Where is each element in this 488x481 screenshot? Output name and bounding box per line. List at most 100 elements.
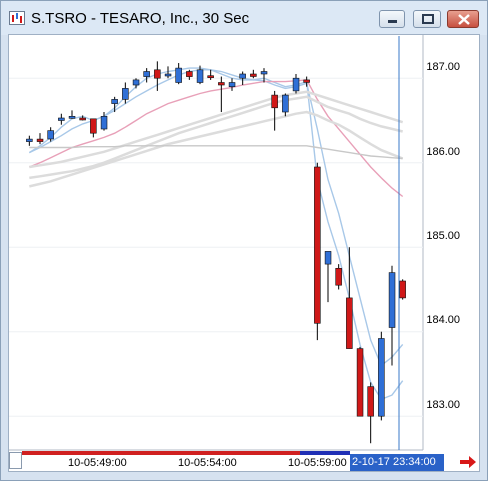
candle-body bbox=[378, 338, 385, 417]
price-label-186: 186.00 bbox=[426, 146, 460, 158]
candle-8 bbox=[111, 96, 118, 113]
time-label-2: 10-05:54:00 bbox=[178, 457, 237, 469]
candle-body bbox=[47, 130, 54, 140]
candle-body bbox=[207, 75, 214, 78]
candle-14 bbox=[175, 63, 182, 85]
candle-7 bbox=[100, 112, 108, 131]
candle-25 bbox=[292, 74, 300, 94]
time-scroll-track[interactable] bbox=[22, 451, 344, 455]
candle-16 bbox=[196, 65, 204, 85]
candle-body bbox=[271, 94, 278, 109]
candle-body bbox=[79, 117, 86, 121]
price-label-185: 185.00 bbox=[426, 230, 460, 242]
candle-11 bbox=[143, 68, 150, 83]
candle-6 bbox=[90, 118, 97, 138]
candle-body bbox=[58, 117, 65, 121]
candle-13 bbox=[164, 66, 172, 79]
candle-10 bbox=[132, 78, 140, 89]
chart-app-icon bbox=[9, 11, 25, 25]
candle-18 bbox=[218, 76, 225, 113]
moving-average-line-5 bbox=[29, 90, 404, 169]
candle-30 bbox=[346, 247, 353, 349]
price-label-187: 187.00 bbox=[426, 61, 460, 73]
title-bar[interactable]: S.TSRO - TESARO, Inc., 30 Sec bbox=[1, 1, 487, 35]
candle-body bbox=[314, 166, 321, 324]
candle-28 bbox=[324, 251, 332, 303]
candle-33 bbox=[378, 331, 385, 421]
candle-26 bbox=[303, 76, 310, 87]
candle-2 bbox=[47, 127, 54, 142]
moving-average-line-4 bbox=[29, 95, 403, 180]
candle-21 bbox=[250, 69, 257, 79]
candle-3 bbox=[58, 113, 65, 125]
grid-lines bbox=[9, 77, 423, 417]
candle-body bbox=[239, 73, 246, 79]
cursor-time-readout: 2-10-17 23:34:00 bbox=[350, 454, 444, 471]
candle-body bbox=[218, 82, 225, 86]
candle-29 bbox=[335, 264, 342, 290]
candle-body bbox=[324, 251, 332, 265]
price-label-184: 184.00 bbox=[426, 314, 460, 326]
candle-22 bbox=[260, 68, 268, 83]
candle-20 bbox=[239, 71, 246, 86]
candle-body bbox=[196, 69, 204, 83]
candle-body bbox=[26, 138, 33, 142]
time-label-1: 10-05:49:00 bbox=[68, 457, 127, 469]
candle-body bbox=[228, 82, 236, 87]
candle-32 bbox=[367, 382, 374, 444]
candle-body bbox=[186, 71, 193, 77]
candle-body bbox=[388, 272, 396, 328]
candle-body bbox=[367, 386, 374, 417]
candle-9 bbox=[122, 82, 129, 104]
candle-4 bbox=[68, 110, 76, 119]
candle-body bbox=[164, 73, 172, 77]
candle-5 bbox=[79, 115, 86, 121]
candle-body bbox=[346, 297, 353, 349]
candle-34 bbox=[388, 265, 396, 366]
candle-12 bbox=[154, 61, 161, 91]
candle-body bbox=[143, 71, 150, 77]
minimize-button[interactable] bbox=[379, 10, 405, 28]
candle-27 bbox=[314, 162, 321, 341]
moving-average-line-3 bbox=[29, 110, 404, 188]
moving-average-line-6 bbox=[29, 145, 403, 160]
candle-body bbox=[36, 138, 44, 142]
candle-1 bbox=[36, 133, 44, 145]
time-scroll-thumb[interactable] bbox=[9, 452, 22, 469]
candlestick-series bbox=[26, 61, 406, 444]
candle-body bbox=[154, 69, 161, 79]
price-label-183: 183.00 bbox=[426, 399, 460, 411]
minimize-icon bbox=[388, 20, 397, 23]
candle-body bbox=[303, 79, 310, 83]
candle-23 bbox=[271, 90, 278, 131]
candle-body bbox=[111, 99, 118, 104]
candle-19 bbox=[228, 78, 236, 91]
candle-body bbox=[399, 280, 406, 299]
candle-0 bbox=[26, 135, 33, 146]
candle-body bbox=[100, 116, 108, 130]
candle-body bbox=[335, 267, 342, 286]
restore-button[interactable] bbox=[413, 10, 441, 28]
candle-15 bbox=[186, 69, 193, 80]
candle-31 bbox=[356, 346, 364, 417]
candle-body bbox=[68, 116, 76, 119]
window-title: S.TSRO - TESARO, Inc., 30 Sec bbox=[31, 10, 250, 27]
candle-body bbox=[175, 67, 182, 83]
candle-35 bbox=[399, 279, 406, 300]
scroll-right-arrow-icon[interactable] bbox=[458, 454, 478, 470]
restore-icon bbox=[422, 14, 434, 24]
time-label-3: 10-05:59:00 bbox=[288, 457, 347, 469]
candle-body bbox=[356, 348, 364, 417]
candle-body bbox=[90, 118, 97, 134]
candle-17 bbox=[207, 69, 214, 80]
candle-body bbox=[132, 79, 140, 86]
close-button[interactable] bbox=[447, 10, 479, 28]
time-scroll-visible-range[interactable] bbox=[300, 451, 350, 455]
candle-body bbox=[250, 73, 257, 77]
candle-body bbox=[282, 94, 289, 113]
candle-body bbox=[260, 71, 268, 75]
candle-24 bbox=[282, 93, 289, 117]
candle-body bbox=[292, 77, 300, 92]
moving-average-line-2 bbox=[29, 79, 404, 198]
